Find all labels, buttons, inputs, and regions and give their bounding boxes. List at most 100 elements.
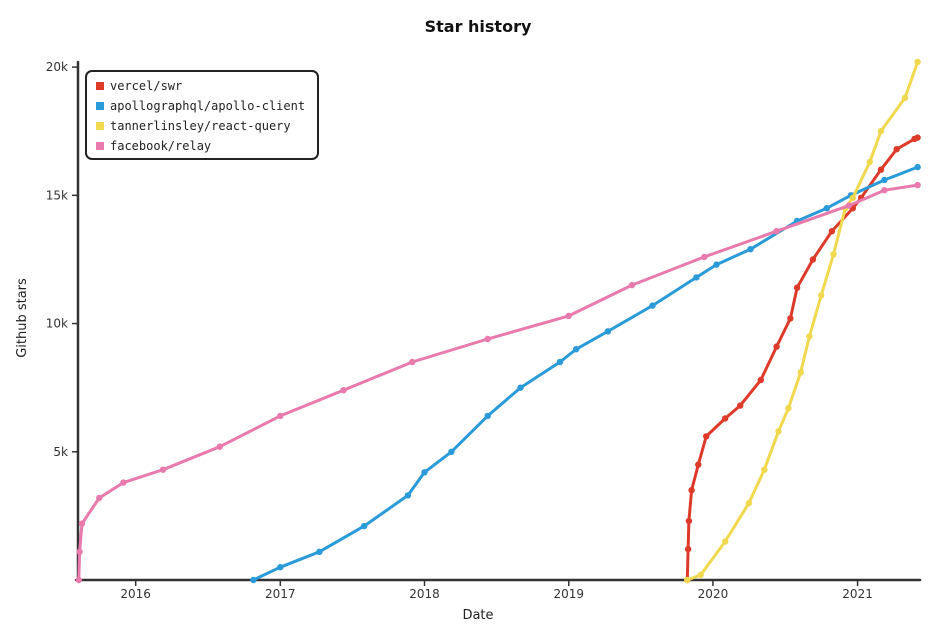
data-point: [277, 564, 284, 571]
data-point: [685, 517, 693, 525]
x-tick-label: 2018: [409, 587, 440, 601]
data-point: [785, 405, 792, 412]
data-point: [747, 246, 754, 253]
data-point: [914, 58, 921, 66]
tick-group: 2016 2017 2018 2019 2020 2021 5k 10k 15k 20k: [46, 60, 873, 601]
y-tick-label: 10k: [46, 317, 68, 331]
data-point: [649, 302, 656, 309]
data-point: [722, 415, 729, 422]
data-point: [757, 376, 764, 384]
data-point: [866, 158, 873, 166]
data-point: [893, 146, 900, 153]
data-point: [604, 328, 612, 335]
data-point: [901, 94, 909, 102]
data-point: [556, 358, 564, 366]
data-point: [793, 284, 801, 291]
data-point: [573, 346, 580, 353]
data-point: [828, 228, 836, 235]
data-point: [881, 187, 888, 194]
series-facebook-relay: [75, 181, 921, 584]
data-point: [701, 253, 708, 261]
data-point: [703, 433, 710, 440]
data-point: [877, 128, 885, 135]
data-point: [517, 384, 524, 391]
data-point: [914, 181, 921, 189]
data-point: [421, 469, 428, 476]
legend-label: vercel/swr: [110, 79, 182, 93]
data-point: [448, 448, 455, 455]
legend-label: tannerlinsley/react-query: [110, 119, 291, 133]
data-point: [722, 538, 729, 545]
legend-swatch: [96, 122, 104, 130]
data-point: [693, 274, 700, 281]
data-point: [849, 194, 856, 202]
data-point: [409, 358, 416, 366]
data-point: [76, 548, 83, 555]
data-point: [277, 412, 284, 420]
series-vercel-swr: [684, 134, 921, 584]
data-point: [830, 251, 837, 258]
series-line: [685, 60, 920, 582]
chart-title: Star history: [425, 17, 532, 36]
data-point: [773, 228, 780, 235]
y-axis-title: Github stars: [15, 278, 30, 358]
x-axis-title: Date: [462, 608, 493, 623]
x-tick-label: 2021: [842, 587, 873, 601]
data-point: [684, 576, 691, 584]
data-point: [316, 548, 323, 555]
data-point: [745, 499, 753, 507]
y-tick-label: 15k: [46, 188, 68, 202]
data-point: [797, 369, 804, 376]
data-point: [484, 412, 491, 420]
data-point: [75, 576, 83, 584]
data-point: [775, 428, 782, 435]
data-point: [877, 166, 885, 173]
data-point: [340, 387, 347, 394]
x-tick-label: 2020: [698, 587, 729, 601]
series-line: [685, 136, 920, 582]
data-point: [787, 315, 794, 322]
data-point: [773, 343, 780, 350]
y-tick-label: 5k: [53, 445, 68, 459]
data-point: [806, 333, 813, 340]
series-group: [75, 58, 921, 584]
legend-swatch: [96, 82, 104, 90]
x-tick-label: 2019: [553, 587, 584, 601]
y-tick-label: 20k: [46, 60, 68, 74]
data-point: [737, 402, 744, 409]
legend: vercel/swr apollographql/apollo-client tan…: [85, 70, 319, 160]
data-point: [761, 466, 768, 473]
series-apollographql-apollo-client: [250, 163, 921, 584]
data-point: [360, 522, 368, 530]
legend-swatch: [96, 102, 104, 110]
data-point: [404, 492, 412, 499]
series-line: [77, 183, 920, 582]
data-point: [96, 494, 103, 502]
data-point: [120, 479, 127, 486]
data-point: [845, 202, 853, 209]
data-point: [216, 443, 223, 450]
series-tannerlinsley-react-query: [684, 58, 921, 584]
x-tick-label: 2017: [265, 587, 296, 601]
x-tick-label: 2016: [120, 587, 151, 601]
data-point: [688, 487, 695, 494]
data-point: [914, 134, 921, 141]
data-point: [159, 466, 167, 473]
legend-label: apollographql/apollo-client: [110, 99, 305, 113]
data-point: [684, 546, 692, 553]
legend-swatch: [96, 142, 104, 150]
series-line: [251, 165, 920, 582]
data-point: [484, 335, 491, 343]
data-point: [713, 261, 720, 268]
data-point: [823, 205, 830, 212]
data-point: [565, 312, 572, 320]
legend-box: [85, 70, 319, 160]
data-point: [250, 576, 257, 584]
data-point: [695, 461, 702, 468]
data-point: [818, 292, 825, 299]
data-point: [809, 256, 817, 263]
data-point: [628, 281, 636, 289]
data-point: [78, 520, 86, 527]
legend-label: facebook/relay: [110, 139, 211, 153]
